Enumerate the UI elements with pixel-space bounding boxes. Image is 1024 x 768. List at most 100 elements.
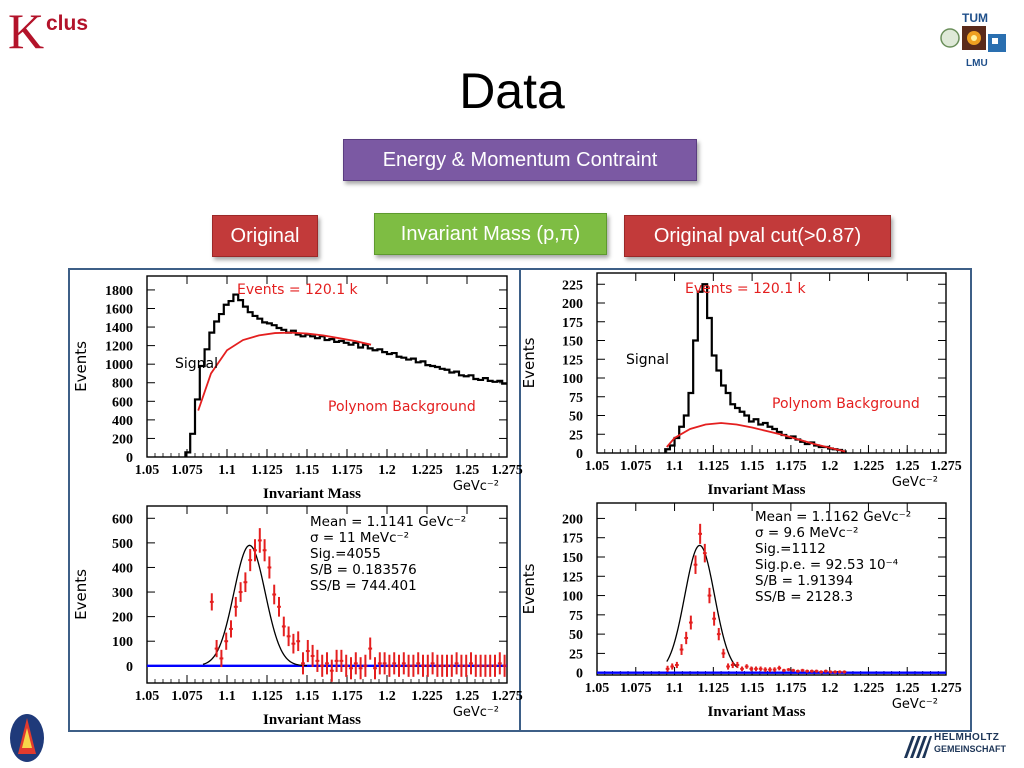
x-tick-label: 1.275 (491, 463, 523, 478)
x-axis-label: Invariant Mass (708, 482, 806, 498)
y-tick-label: 600 (112, 512, 133, 527)
x-tick-label: 1.225 (411, 463, 443, 478)
y-tick-label: 150 (562, 335, 583, 350)
kclus-logo-k: K (8, 3, 45, 59)
stats-line: Sig.=1112 (755, 541, 826, 557)
y-tick-label: 1600 (105, 302, 133, 317)
y-tick-label: 300 (112, 586, 133, 601)
x-tick-label: 1.1 (666, 459, 684, 474)
x-tick-label: 1.175 (775, 681, 807, 696)
stats-line: S/B = 1.91394 (755, 573, 853, 589)
x-tick-label: 1.275 (491, 689, 523, 704)
plot-area (146, 275, 508, 458)
stats-line: σ = 11 MeVc⁻² (310, 530, 409, 546)
y-tick-label: 400 (112, 414, 133, 429)
x-tick-label: 1.075 (171, 689, 203, 704)
plot-area (146, 505, 508, 684)
events-annotation: Events = 120.1 k (237, 282, 359, 298)
invariant-mass-tag: Invariant Mass (p,π) (374, 213, 607, 255)
y-tick-label: 25 (569, 647, 583, 662)
x-tick-label: 1.15 (740, 459, 765, 474)
y-tick-label: 1000 (105, 358, 133, 373)
y-tick-label: 500 (112, 537, 133, 552)
x-tick-label: 1.125 (251, 463, 283, 478)
dfg-circle-icon (940, 28, 960, 48)
chart-br (596, 502, 947, 676)
x-axis-label: Invariant Mass (263, 712, 361, 728)
x-tick-label: 1.15 (295, 689, 320, 704)
x-axis-unit: GeVc⁻² (892, 697, 938, 712)
x-tick-label: 1.125 (251, 689, 283, 704)
x-tick-label: 1.2 (821, 459, 839, 474)
x-tick-label: 1.1 (218, 463, 236, 478)
x-tick-label: 1.1 (666, 681, 684, 696)
histogram-line (184, 293, 507, 457)
lmu-logo-text: LMU (966, 58, 988, 69)
tum-logo-text: TUM (962, 11, 988, 25)
helmholtz-line2: GEMEINSCHAFT (934, 744, 1006, 754)
slide-title: Data (459, 63, 565, 119)
x-tick-label: 1.25 (895, 681, 920, 696)
chart-tr (596, 272, 947, 454)
y-tick-label: 200 (112, 611, 133, 626)
stats-line: SS/B = 744.401 (310, 578, 417, 594)
plot-area (596, 502, 947, 676)
y-tick-label: 1800 (105, 284, 133, 299)
x-tick-label: 1.225 (411, 689, 443, 704)
x-axis-unit: GeVc⁻² (453, 479, 499, 494)
x-tick-label: 1.225 (853, 459, 885, 474)
y-tick-label: 200 (562, 512, 583, 527)
x-axis-unit: GeVc⁻² (892, 475, 938, 490)
y-tick-label: 0 (576, 447, 583, 462)
y-tick-label: 50 (569, 410, 583, 425)
x-tick-label: 1.15 (740, 681, 765, 696)
plots-divider (519, 268, 521, 732)
y-tick-label: 25 (569, 428, 583, 443)
y-tick-label: 800 (112, 377, 133, 392)
stats-line: σ = 9.6 MeVc⁻² (755, 525, 858, 541)
x-tick-label: 1.2 (378, 689, 396, 704)
y-axis-label: Events (72, 569, 90, 620)
histogram-line (664, 283, 847, 453)
x-tick-label: 1.275 (930, 459, 962, 474)
y-axis-label: Events (520, 563, 538, 614)
institute-logo (10, 714, 44, 762)
y-tick-label: 1400 (105, 321, 133, 336)
x-tick-label: 1.075 (171, 463, 203, 478)
x-tick-label: 1.05 (135, 689, 160, 704)
gaussian-fit-line (202, 544, 308, 667)
y-tick-label: 1200 (105, 340, 133, 355)
x-tick-label: 1.05 (135, 463, 160, 478)
stats-line: Sig.p.e. = 92.53 10⁻⁴ (755, 557, 898, 573)
x-tick-label: 1.175 (775, 459, 807, 474)
y-tick-label: 125 (562, 353, 583, 368)
y-tick-label: 200 (112, 432, 133, 447)
x-axis-label: Invariant Mass (708, 704, 806, 720)
y-tick-label: 75 (569, 609, 583, 624)
original-tag: Original (212, 215, 318, 257)
x-axis-unit: GeVc⁻² (453, 705, 499, 720)
events-annotation: Events = 120.1 k (685, 281, 807, 297)
y-tick-label: 125 (562, 570, 583, 585)
stats-line: Sig.=4055 (310, 546, 381, 562)
y-axis-label: Events (72, 341, 90, 392)
y-tick-label: 0 (126, 451, 133, 466)
plot-area (596, 272, 947, 454)
y-tick-label: 175 (562, 316, 583, 331)
helmholtz-line1: HELMHOLTZ (934, 732, 1000, 743)
background-fit-line (197, 331, 372, 411)
y-tick-label: 175 (562, 532, 583, 547)
gaussian-fit-line (666, 544, 738, 668)
y-tick-label: 225 (562, 278, 583, 293)
stats-line: Mean = 1.1162 GeVc⁻² (755, 509, 911, 525)
stats-line: SS/B = 2128.3 (755, 589, 853, 605)
background-annotation: Polynom Background (772, 396, 920, 412)
x-tick-label: 1.1 (218, 689, 236, 704)
x-tick-label: 1.25 (455, 689, 480, 704)
x-tick-label: 1.275 (930, 681, 962, 696)
y-tick-label: 50 (569, 628, 583, 643)
kclus-logo: K clus (8, 3, 98, 59)
x-tick-label: 1.225 (853, 681, 885, 696)
stats-line: Mean = 1.1141 GeVc⁻² (310, 514, 466, 530)
